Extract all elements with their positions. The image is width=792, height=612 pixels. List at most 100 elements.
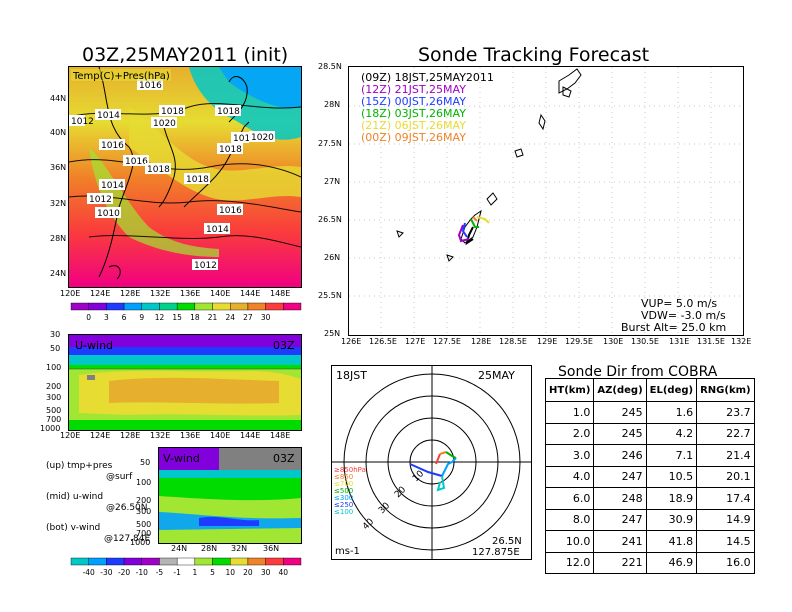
wind-colorbar-tick: -40 xyxy=(83,568,95,577)
temp-colorbar-swatch xyxy=(247,302,266,311)
island xyxy=(446,254,454,262)
polar-time: 18JST xyxy=(336,369,367,382)
track-09z xyxy=(465,226,474,246)
level-legend-entry: ≤850 xyxy=(334,473,353,481)
v-wind-time: 03Z xyxy=(273,452,295,465)
track-lon-label: 126E xyxy=(341,337,362,346)
cell-el: 1.6 xyxy=(645,401,698,424)
track-map-panel: (09Z) 18JST,25MAY2011 (12Z) 21JST,25MAY … xyxy=(348,66,744,336)
track-lon-label: 130.5E xyxy=(631,337,659,346)
taiwan-coast xyxy=(108,265,121,280)
level-legend-entry: ≤250 xyxy=(334,501,353,509)
okinawa xyxy=(460,209,482,244)
map-lat-label: 44N xyxy=(50,94,67,103)
hodo-seg-250 xyxy=(409,463,443,477)
polar-date: 25MAY xyxy=(478,369,515,382)
wind-colorbar-swatch xyxy=(212,557,231,566)
temp-colorbar-swatch xyxy=(88,302,107,311)
cell-ht: 10.0 xyxy=(544,530,595,553)
v-wind-lat-label: 28N xyxy=(201,544,218,553)
wind-colorbar-tick: 20 xyxy=(243,568,253,577)
isobar-label: 1016 xyxy=(219,206,242,216)
table-row: 4.0 247 10.5 20.1 xyxy=(544,465,755,488)
v-wind-p-label: 300 xyxy=(136,507,152,516)
u-wind-lon-label: 148E xyxy=(270,431,291,440)
track-lat-label: 25N xyxy=(324,329,341,338)
temp-colorbar-tick: 24 xyxy=(225,313,235,322)
hodograph xyxy=(409,451,457,492)
cell-az: 247 xyxy=(593,508,647,531)
v-wind-plot: V-wind 03Z xyxy=(159,448,301,543)
isobar-label: 1018 xyxy=(217,107,240,117)
u-wind-panel: U-wind 03Z xyxy=(68,334,302,431)
track-12z xyxy=(457,224,470,243)
ryukyu-coastlines xyxy=(396,68,582,262)
v-wind-p-label: 200 xyxy=(136,496,152,505)
track-lon-label: 128E xyxy=(471,337,492,346)
sonde-table-title: Sonde Dir from COBRA xyxy=(558,364,718,380)
header-el: EL(deg) xyxy=(645,378,698,402)
wind-colorbar-tick: 1 xyxy=(192,568,197,577)
wind-colorbar-swatch xyxy=(247,557,266,566)
isobar-label: 1012 xyxy=(89,195,112,205)
header-rng: RNG(km) xyxy=(696,378,755,402)
cell-rng: 17.4 xyxy=(696,487,755,510)
table-row: 6.0 248 18.9 17.4 xyxy=(544,487,755,510)
hodo-seg-700 xyxy=(439,451,447,455)
korea-coast xyxy=(158,126,176,208)
wind-colorbar-swatch xyxy=(159,557,178,566)
map-lat-label: 36N xyxy=(50,163,67,172)
isobar-label: 1012 xyxy=(71,117,94,127)
polar-wind-plot: 18JST 25MAY ≥850hPa ≤850 ≤700 ≤500 ≤300 … xyxy=(332,366,531,559)
track-lat-label: 28.5N xyxy=(318,62,342,71)
wind-colorbar-tick: 40 xyxy=(279,568,289,577)
cell-el: 10.5 xyxy=(645,465,698,488)
island xyxy=(514,148,524,158)
temp-colorbar-tick: 18 xyxy=(190,313,200,322)
track-lat-label: 26.5N xyxy=(318,215,342,224)
temp-colorbar-swatch xyxy=(212,302,231,311)
track-legend-entry: (15Z) 00JST,26MAY xyxy=(361,95,466,108)
hodo-seg-100 xyxy=(436,475,446,492)
cell-rng: 22.7 xyxy=(696,422,755,445)
v-wind-p-label: 100 xyxy=(136,478,152,487)
cell-az: 241 xyxy=(593,530,647,553)
isobar-label: 1020 xyxy=(251,133,274,143)
u-wind-lon-label: 128E xyxy=(120,431,141,440)
track-map-plot: (09Z) 18JST,25MAY2011 (12Z) 21JST,25MAY … xyxy=(349,67,743,335)
map-lon-label: 144E xyxy=(240,289,261,298)
note-bot-level: @127.84E xyxy=(104,534,151,544)
track-lat-label: 25.5N xyxy=(318,291,342,300)
track-legend-entry: (00Z) 09JST,26MAY xyxy=(361,131,466,144)
map-lat-label: 28N xyxy=(50,234,67,243)
table-row: 1.0 245 1.6 23.7 xyxy=(544,401,755,424)
track-lat-label: 27.5N xyxy=(318,139,342,148)
cell-az: 246 xyxy=(593,444,647,467)
note-up-level: @surf xyxy=(106,472,133,482)
temp-colorbar-swatch xyxy=(141,302,160,311)
temp-colorbar-swatch xyxy=(230,302,249,311)
header-az: AZ(deg) xyxy=(593,378,647,402)
wind-colorbar-swatch xyxy=(283,557,302,566)
polar-level-legend: ≥850hPa ≤850 ≤700 ≤500 ≤300 ≤250 ≤100 xyxy=(334,466,366,516)
isobar-label: 1018 xyxy=(161,107,184,117)
table-row: 3.0 246 7.1 21.4 xyxy=(544,444,755,467)
temp-colorbar-swatch xyxy=(194,302,213,311)
isobar-label: 1018 xyxy=(233,134,256,144)
track-lon-label: 130E xyxy=(603,337,624,346)
sonde-table: HT(km) AZ(deg) EL(deg) RNG(km) 1.0 245 1.6… xyxy=(544,378,755,574)
track-legend-entry: (12Z) 21JST,25MAY xyxy=(361,83,466,96)
temp-colorbar-swatch xyxy=(70,302,89,311)
track-lon-label: 126.5E xyxy=(369,337,397,346)
temp-colorbar-tick: 12 xyxy=(155,313,165,322)
cell-rng: 16.0 xyxy=(696,551,755,574)
level-legend-entry: ≤700 xyxy=(334,480,353,488)
polar-rings xyxy=(332,366,531,559)
v-wind-lat-label: 36N xyxy=(263,544,280,553)
cell-ht: 8.0 xyxy=(544,508,595,531)
track-lat-label: 28N xyxy=(324,100,341,109)
wind-colorbar-tick: -1 xyxy=(173,568,181,577)
cell-el: 30.9 xyxy=(645,508,698,531)
isobar-label: 1018 xyxy=(219,145,242,155)
wind-colorbar-swatch xyxy=(265,557,284,566)
